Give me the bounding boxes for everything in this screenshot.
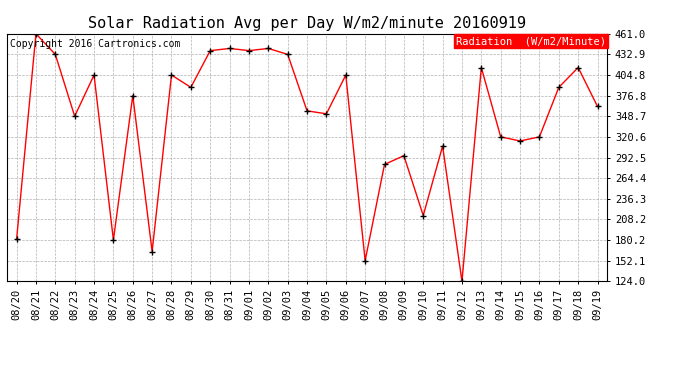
Text: Radiation  (W/m2/Minute): Radiation (W/m2/Minute) xyxy=(456,36,606,46)
Title: Solar Radiation Avg per Day W/m2/minute 20160919: Solar Radiation Avg per Day W/m2/minute … xyxy=(88,16,526,31)
Text: Copyright 2016 Cartronics.com: Copyright 2016 Cartronics.com xyxy=(10,39,180,49)
